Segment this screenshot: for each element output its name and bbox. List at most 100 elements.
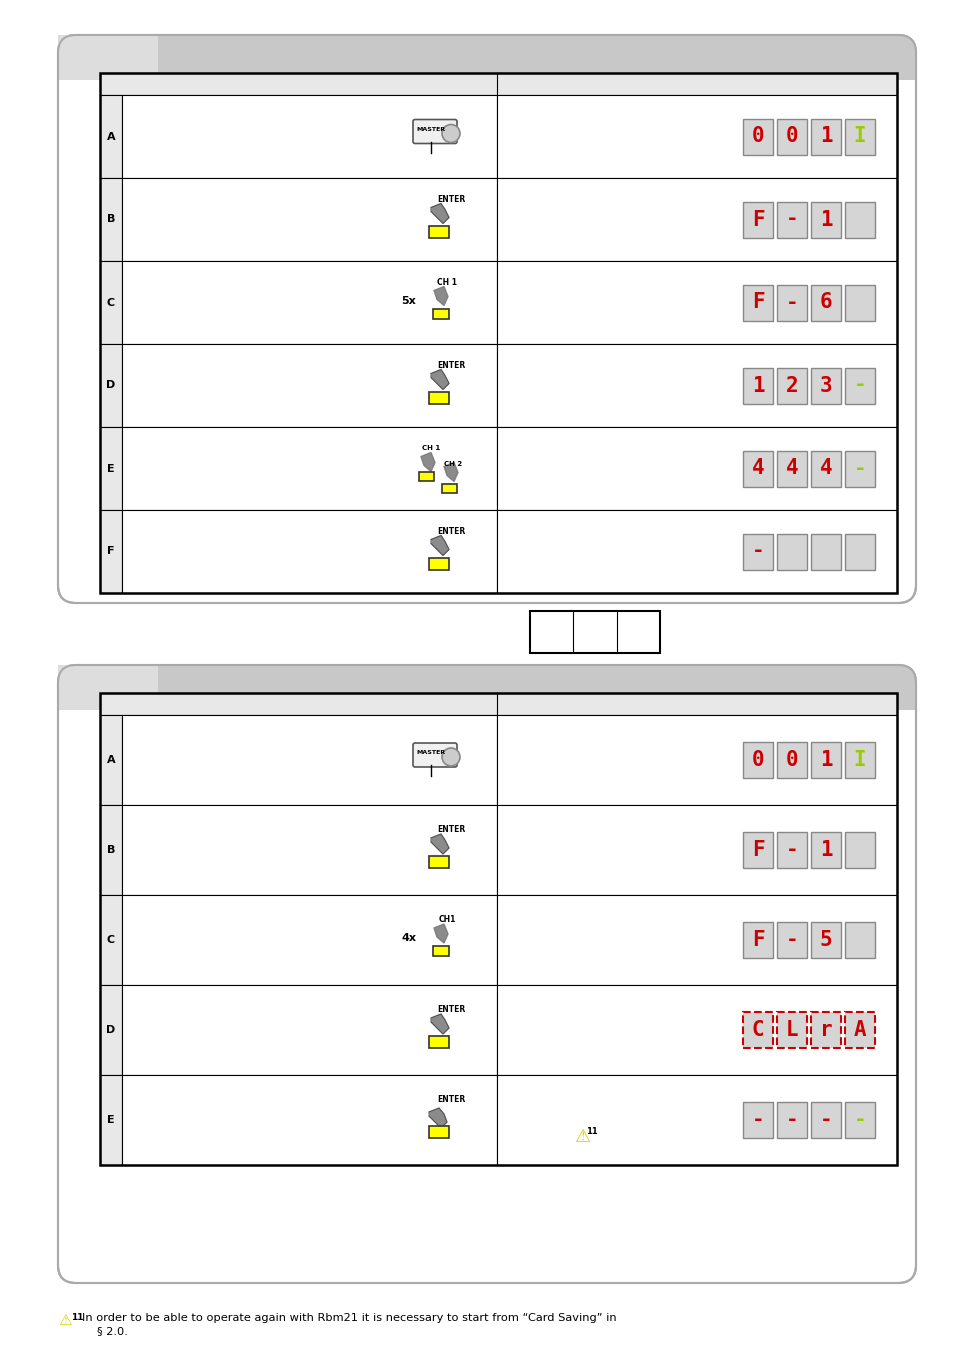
Bar — [122, 805, 497, 894]
Text: for approximately 10: for approximately 10 — [173, 1005, 313, 1016]
Bar — [100, 95, 122, 178]
Text: 1: 1 — [819, 750, 831, 770]
Text: after 10 seconds the wording: after 10 seconds the wording — [503, 1005, 670, 1016]
Bar — [122, 985, 497, 1075]
Bar — [122, 894, 497, 985]
Text: E: E — [107, 1115, 114, 1125]
Text: The Stand By symbol appears to: The Stand By symbol appears to — [503, 517, 689, 528]
Text: Swipe one of the Master Cards: Swipe one of the Master Cards — [129, 723, 303, 734]
Bar — [100, 261, 122, 345]
Bar — [776, 534, 806, 570]
Text: pressed: pressed — [129, 1005, 173, 1016]
Text: 11: 11 — [71, 1313, 84, 1323]
Bar — [58, 35, 158, 80]
Text: F: F — [107, 547, 114, 557]
Text: ENTER: ENTER — [436, 1005, 465, 1015]
Text: -: - — [785, 840, 798, 861]
Text: MASTER: MASTER — [416, 127, 445, 132]
Text: Press: Press — [129, 813, 162, 823]
FancyBboxPatch shape — [58, 35, 915, 603]
Text: 0: 0 — [785, 127, 798, 146]
Text: Display: Display — [503, 269, 549, 280]
Bar — [776, 921, 806, 958]
Text: displayed: displayed — [503, 1096, 558, 1105]
Text: appears (the default: appears (the default — [503, 365, 620, 374]
Text: 4: 4 — [785, 458, 798, 478]
Text: L: L — [785, 1020, 798, 1040]
Text: -: - — [785, 929, 798, 950]
FancyBboxPatch shape — [58, 665, 915, 711]
Text: F: F — [751, 929, 763, 950]
Text: F - 1: F - 1 — [549, 813, 578, 823]
Bar — [100, 345, 122, 427]
Text: Display: Display — [503, 902, 549, 913]
Text: ;: ; — [679, 993, 684, 1002]
Bar — [810, 119, 841, 154]
Bar — [122, 427, 497, 509]
Bar — [530, 611, 659, 653]
Text: A: A — [107, 755, 115, 765]
Bar — [742, 921, 772, 958]
Text: ENTER: ENTER — [436, 825, 465, 835]
Text: indicate that: indicate that — [503, 531, 579, 540]
Bar — [497, 178, 896, 261]
Bar — [844, 285, 874, 320]
Text: 1: 1 — [819, 209, 831, 230]
Bar — [100, 715, 122, 805]
Bar — [100, 693, 896, 715]
Text: C: C — [107, 935, 115, 944]
Bar — [742, 742, 772, 778]
Bar — [844, 367, 874, 404]
Text: the new Password: the new Password — [579, 531, 697, 540]
Bar — [742, 1102, 772, 1138]
Bar — [497, 894, 896, 985]
Bar — [497, 715, 896, 805]
Text: and: and — [204, 993, 233, 1002]
Circle shape — [441, 124, 459, 142]
Bar — [810, 1102, 841, 1138]
Text: stops flashing: stops flashing — [503, 1019, 582, 1028]
Bar — [429, 1125, 449, 1138]
Text: 3: 3 — [819, 376, 831, 396]
Bar — [58, 665, 158, 711]
Text: -: - — [751, 1111, 763, 1129]
Text: C: C — [107, 297, 115, 308]
Text: ENTER: ENTER — [162, 993, 204, 1002]
Text: E: E — [107, 463, 114, 473]
Text: The: The — [503, 353, 528, 362]
Bar — [122, 715, 497, 805]
Text: new: new — [518, 435, 545, 444]
Bar — [100, 894, 122, 985]
Bar — [810, 1012, 841, 1048]
Bar — [742, 119, 772, 154]
Bar — [776, 1012, 806, 1048]
Text: 4 4 4: 4 4 4 — [503, 461, 536, 470]
Text: -: - — [751, 542, 763, 562]
Text: A: A — [503, 435, 518, 444]
Bar — [58, 688, 915, 711]
Text: Password: Password — [556, 435, 618, 444]
Text: ENTER: ENTER — [162, 517, 204, 528]
Text: C: C — [751, 1020, 763, 1040]
Text: CH1: CH1 — [437, 916, 456, 924]
Bar — [844, 832, 874, 867]
Text: Display: Display — [503, 186, 549, 196]
Bar — [122, 1075, 497, 1165]
Text: 5x: 5x — [401, 296, 416, 305]
Bar — [100, 178, 122, 261]
Text: 1: 1 — [819, 127, 831, 146]
Bar — [810, 285, 841, 320]
Text: § 2.0.: § 2.0. — [97, 1325, 128, 1336]
Text: -: - — [785, 209, 798, 230]
Bar — [433, 308, 449, 319]
Text: empty board symbol: empty board symbol — [522, 1084, 654, 1093]
Text: D: D — [107, 381, 115, 390]
Text: B: B — [107, 215, 115, 224]
Text: -: - — [853, 376, 865, 396]
Bar — [742, 285, 772, 320]
Bar — [742, 1012, 772, 1048]
Text: 1: 1 — [751, 376, 763, 396]
Polygon shape — [434, 924, 448, 943]
Text: ENTER: ENTER — [162, 186, 204, 196]
Bar — [100, 509, 122, 593]
